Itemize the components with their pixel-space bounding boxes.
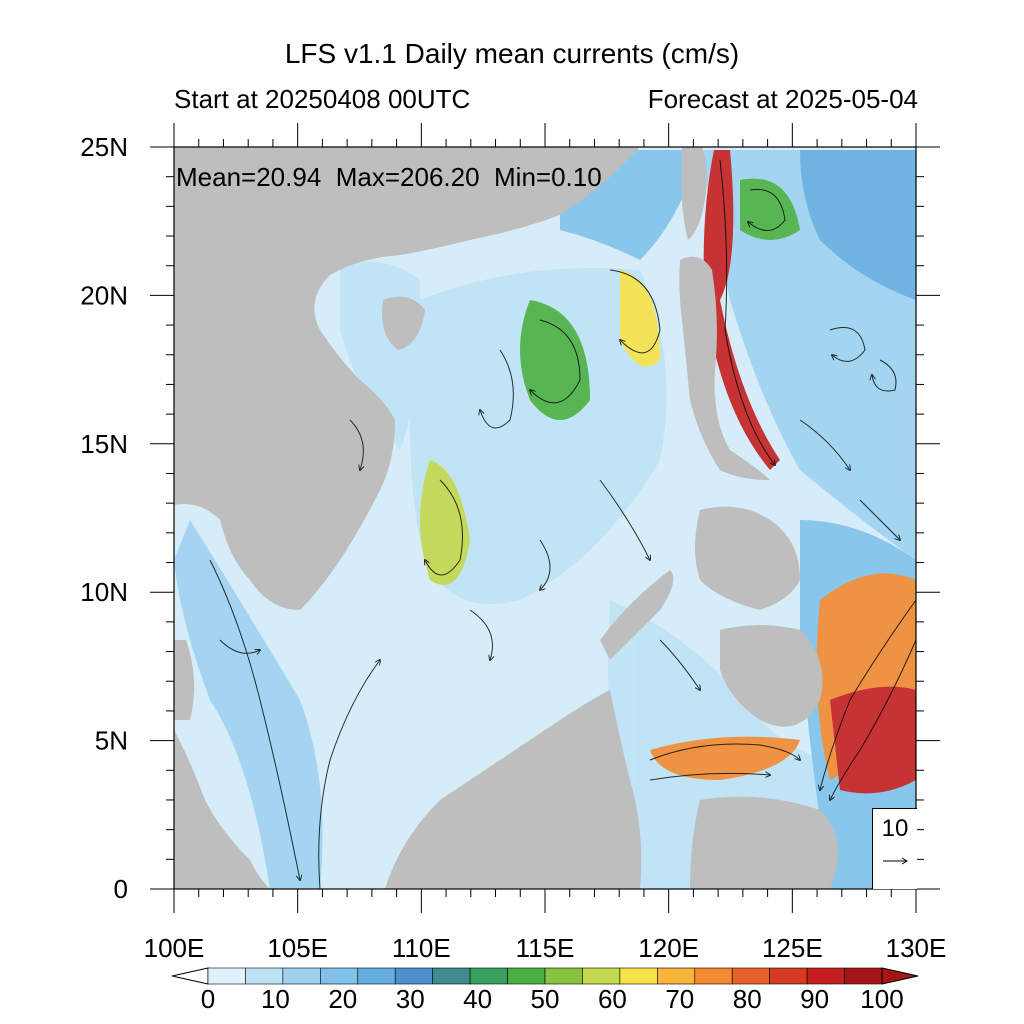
colorbar-low-triangle xyxy=(171,967,209,985)
colorbar-segment xyxy=(282,967,321,985)
colorbar-segment xyxy=(582,967,621,985)
y-tick-label: 20N xyxy=(80,280,128,310)
land xyxy=(174,147,838,889)
colorbar-segment xyxy=(469,967,508,985)
colorbar-segment xyxy=(544,967,583,985)
colorbar-label: 70 xyxy=(665,984,694,1014)
colorbar-label: 20 xyxy=(328,984,357,1014)
y-tick-label: 5N xyxy=(95,726,128,756)
reference-vector-label: 10 xyxy=(881,815,909,842)
x-tick-label: 100E xyxy=(144,933,205,963)
x-tick-label: 110E xyxy=(392,933,451,963)
chart-title: LFS v1.1 Daily mean currents (cm/s) xyxy=(284,38,740,69)
y-tick-label: 25N xyxy=(80,132,128,162)
colorbar-segment xyxy=(731,967,770,985)
colorbar-segment xyxy=(619,967,658,985)
colorbar-segment xyxy=(806,967,845,985)
colorbar: 0 10 20 30 40 50 60 70 80 90 100 xyxy=(171,967,919,1014)
colorbar-segment xyxy=(844,967,883,985)
y-axis-labels: 25N 20N 15N 10N 5N 0 xyxy=(80,132,128,904)
x-axis-labels: 100E 105E 110E 115E 120E 125E 130E xyxy=(144,933,947,963)
reference-vector-box: 10 xyxy=(872,808,917,889)
colorbar-label: 100 xyxy=(860,984,903,1014)
y-tick-label: 0 xyxy=(114,874,128,904)
speed-shading xyxy=(174,150,916,889)
x-tick-label: 130E xyxy=(886,933,947,963)
x-tick-label: 125E xyxy=(762,933,823,963)
axis-ticks xyxy=(150,123,940,913)
colorbar-label: 40 xyxy=(463,984,492,1014)
colorbar-segment xyxy=(320,967,359,985)
start-time-label: Start at 20250408 00UTC xyxy=(174,84,471,114)
colorbar-label: 0 xyxy=(201,984,215,1014)
colorbar-label: 30 xyxy=(396,984,425,1014)
colorbar-segment xyxy=(245,967,284,985)
colorbar-label: 10 xyxy=(261,984,290,1014)
colorbar-segment xyxy=(432,967,471,985)
reference-arrow-icon xyxy=(883,857,908,865)
colorbar-label: 50 xyxy=(531,984,560,1014)
x-tick-label: 105E xyxy=(267,933,328,963)
forecast-time-label: Forecast at 2025-05-04 xyxy=(647,84,918,114)
stats-label: Mean=20.94 Max=206.20 Min=0.10 xyxy=(176,162,602,192)
colorbar-label: 60 xyxy=(598,984,627,1014)
colorbar-label: 80 xyxy=(733,984,762,1014)
colorbar-segment xyxy=(694,967,733,985)
colorbar-segment xyxy=(394,967,433,985)
x-tick-label: 120E xyxy=(638,933,699,963)
x-tick-label: 115E xyxy=(516,933,575,963)
colorbar-segment xyxy=(657,967,696,985)
colorbar-segment xyxy=(207,967,246,985)
colorbar-high-triangle xyxy=(881,967,919,985)
colorbar-label: 90 xyxy=(800,984,829,1014)
y-tick-label: 10N xyxy=(80,577,128,607)
colorbar-segment xyxy=(357,967,396,985)
colorbar-segment xyxy=(769,967,808,985)
y-tick-label: 15N xyxy=(80,429,128,459)
colorbar-segment xyxy=(507,967,546,985)
streamlines xyxy=(209,159,916,889)
